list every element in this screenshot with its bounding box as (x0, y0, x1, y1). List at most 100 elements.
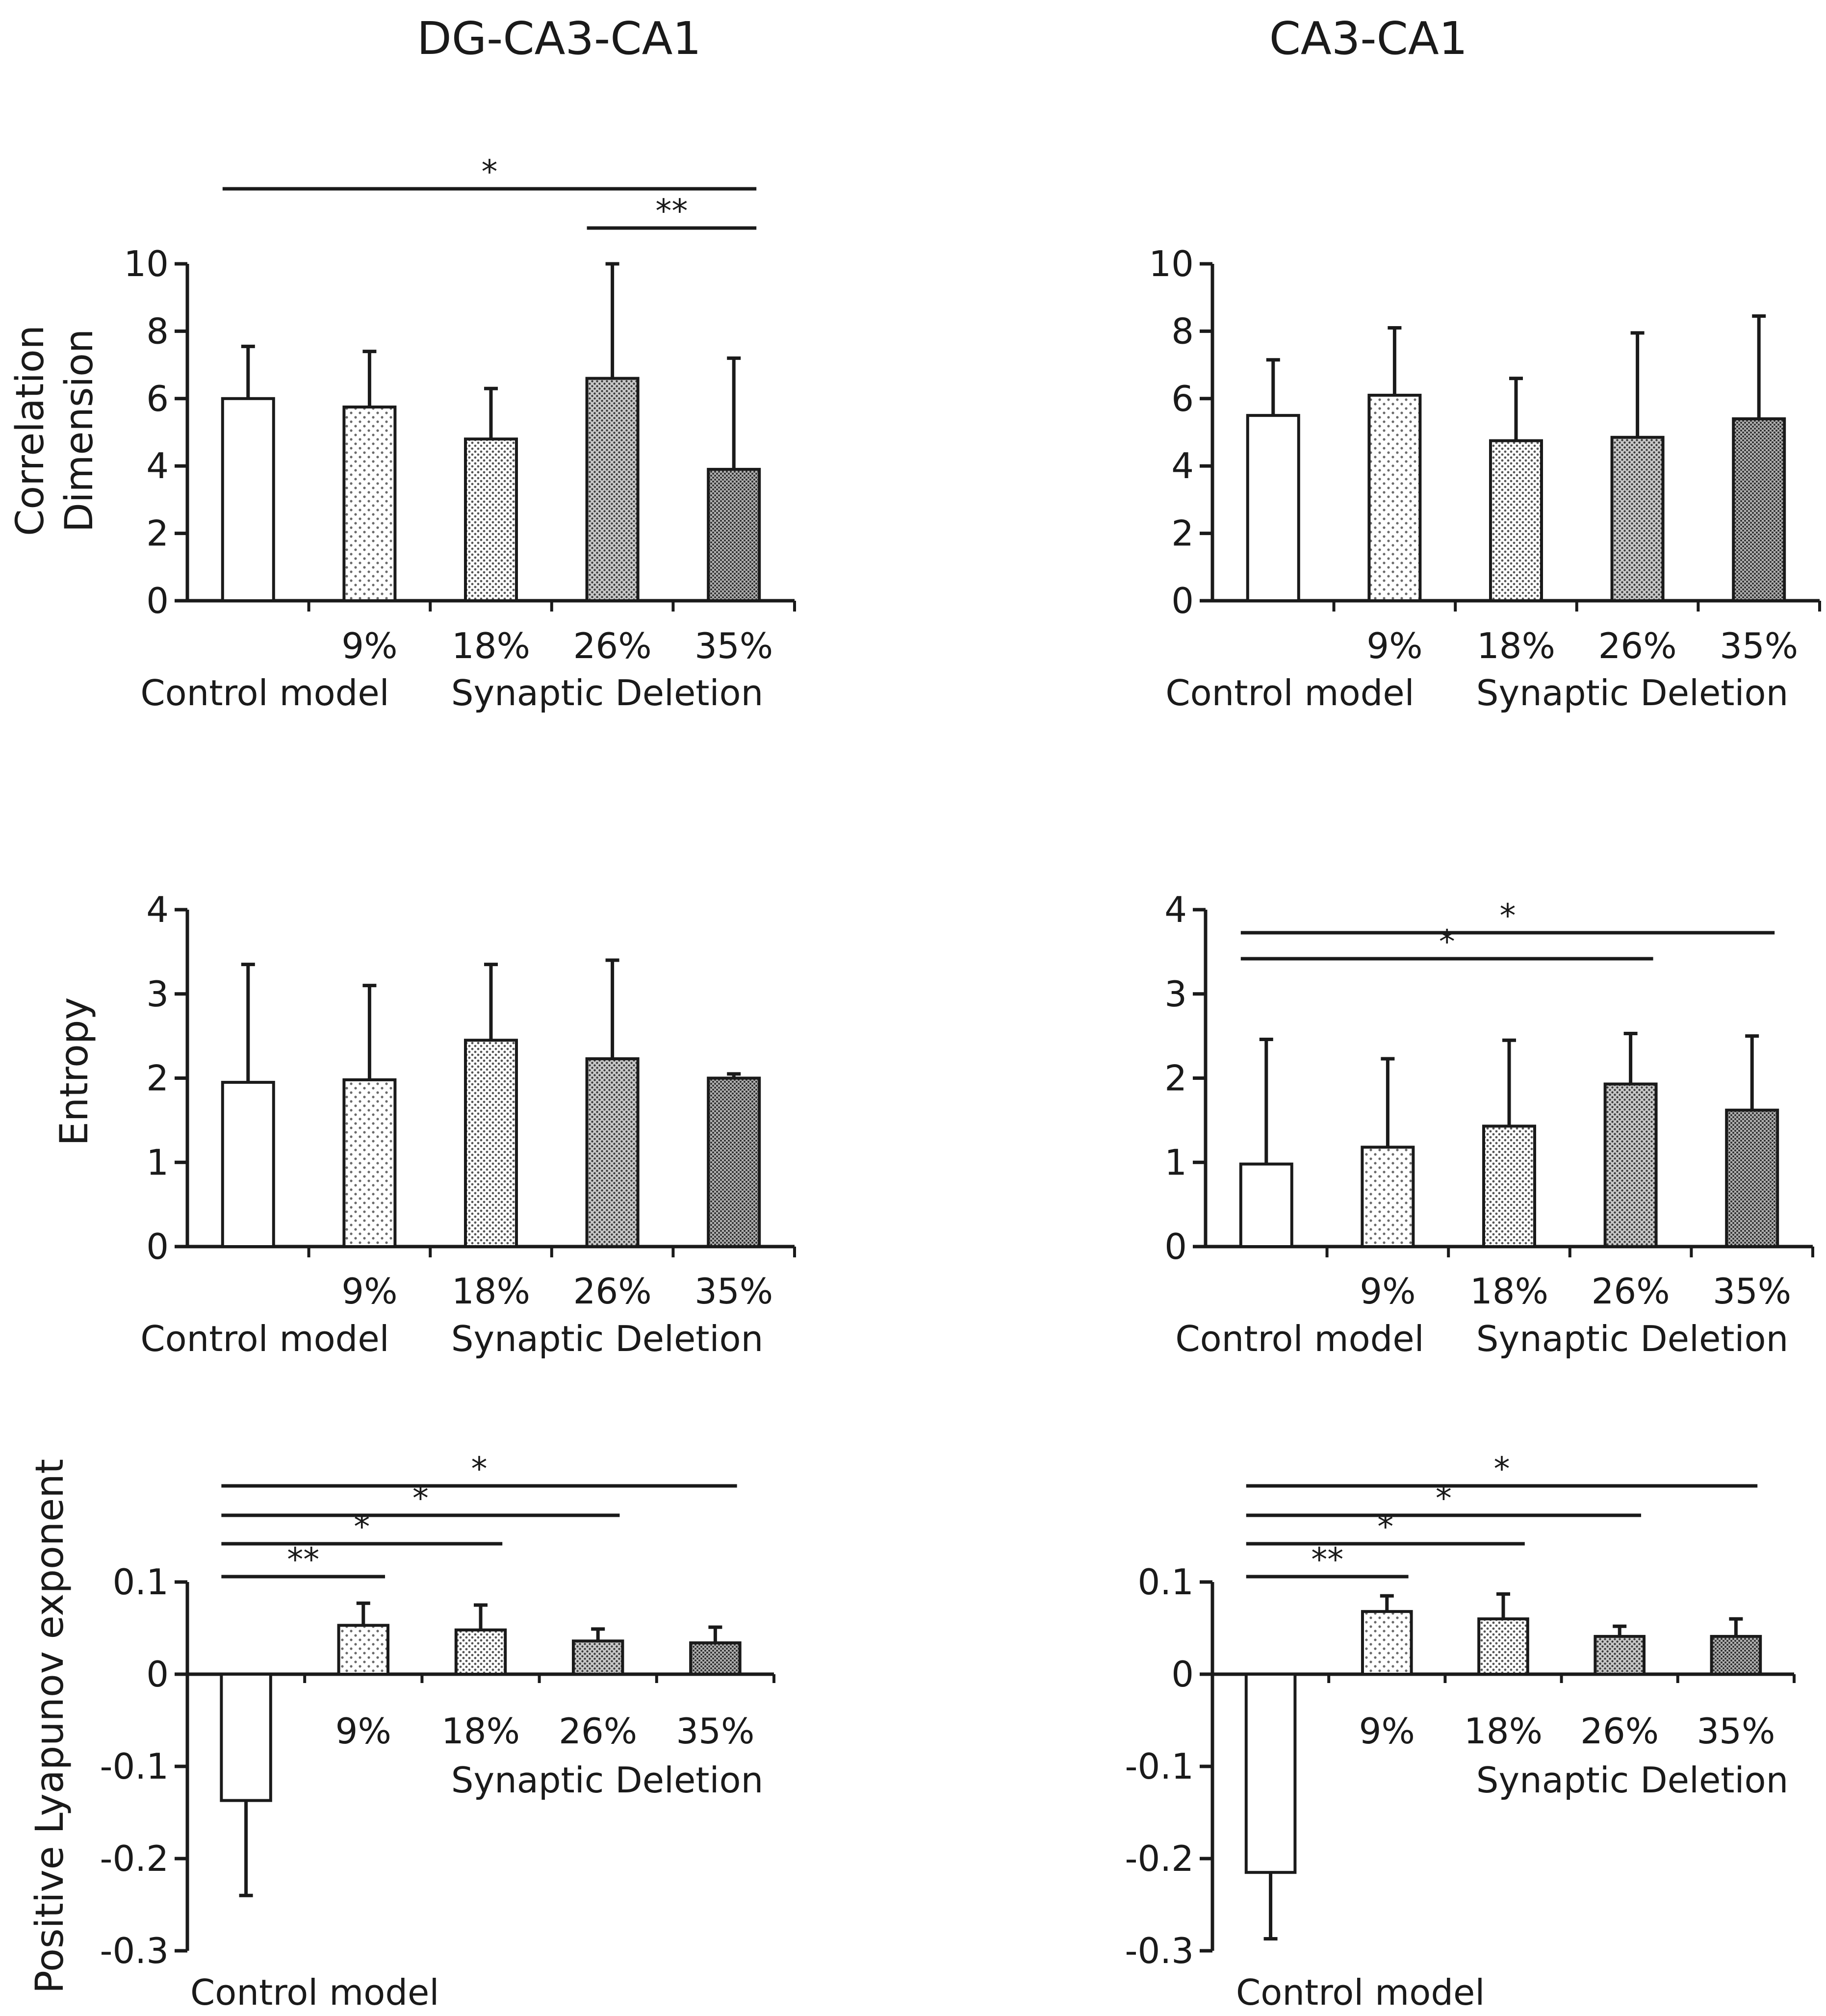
y-tick-label: 2 (1164, 1058, 1187, 1099)
bar (1361, 1146, 1415, 1248)
y-tick-label: 1 (146, 1142, 169, 1183)
y-tick-label: 0 (1164, 1226, 1187, 1267)
y-tick-label: 10 (1149, 243, 1194, 284)
significance-marker: * (1494, 1450, 1510, 1488)
bar (707, 1076, 761, 1248)
y-tick-label: -0.3 (100, 1930, 169, 1971)
category-label: 18% (441, 1710, 520, 1752)
synaptic-deletion-label: Synaptic Deletion (451, 1318, 763, 1359)
y-tick-label: 4 (146, 445, 169, 486)
category-label: 26% (573, 625, 652, 666)
bar (1725, 1108, 1779, 1248)
control-model-label: Control model (1165, 672, 1414, 714)
bar (342, 1078, 397, 1249)
bar (1603, 1082, 1658, 1248)
category-label: 26% (559, 1710, 637, 1752)
category-label: 9% (335, 1710, 391, 1752)
y-tick-label: 3 (1164, 973, 1187, 1015)
bar (1482, 1124, 1536, 1248)
chart-panel-2: 0 2 4 6 8 10 9% 18% 26% 35% Control model Synaptic … (1149, 243, 1821, 714)
category-label: 35% (694, 1271, 773, 1312)
y-tick-label: 2 (146, 1058, 169, 1099)
category-label: 9% (1360, 1271, 1415, 1312)
bar (1489, 439, 1543, 602)
category-label: 26% (1580, 1710, 1659, 1752)
synaptic-deletion-label: Synaptic Deletion (451, 672, 763, 714)
control-model-label: Control model (190, 1972, 439, 2013)
y-tick-label: 8 (146, 310, 169, 352)
category-label: 35% (1713, 1271, 1791, 1312)
bar (221, 397, 275, 602)
y-tick-label: 0.1 (112, 1561, 169, 1603)
control-model-label: Control model (1175, 1318, 1424, 1359)
synaptic-deletion-label: Synaptic Deletion (451, 1760, 763, 1801)
chart-panel-3: 0 1 2 3 4 9% 18% 26% 35% Control model Synaptic De… (140, 889, 796, 1359)
y-tick-label: 2 (1171, 513, 1194, 554)
category-label: 18% (1464, 1710, 1543, 1752)
category-label: 18% (452, 625, 530, 666)
category-label: 35% (1697, 1710, 1775, 1752)
category-label: 35% (676, 1710, 754, 1752)
y-tick-label: -0.2 (100, 1838, 169, 1879)
y-label-correlation-line1: Correlation (8, 325, 52, 536)
y-tick-label: 4 (1171, 445, 1194, 486)
synaptic-deletion-label: Synaptic Deletion (1476, 1318, 1788, 1359)
control-model-label: Control model (140, 672, 389, 714)
significance-marker: * (471, 1450, 488, 1488)
y-tick-label: 0 (146, 1654, 169, 1695)
bar (1361, 1610, 1413, 1676)
significance-marker: ** (655, 192, 688, 230)
y-tick-label: -0.3 (1125, 1930, 1194, 1971)
bar (454, 1628, 507, 1676)
category-label: 9% (341, 1271, 397, 1312)
bar (585, 377, 640, 603)
bar (221, 1081, 275, 1248)
category-label: 9% (1359, 1710, 1415, 1752)
bar (1710, 1634, 1762, 1676)
column-title-left: DG-CA3-CA1 (417, 12, 701, 65)
y-tick-label: 0 (146, 1226, 169, 1267)
y-tick-label: -0.2 (1125, 1838, 1194, 1879)
category-label: 26% (573, 1271, 652, 1312)
y-tick-label: 8 (1171, 310, 1194, 352)
bar (337, 1624, 390, 1676)
bar (1477, 1617, 1529, 1676)
y-tick-label: 3 (146, 973, 169, 1015)
bar (464, 1039, 518, 1248)
bar (689, 1641, 742, 1676)
bar (1239, 1162, 1293, 1249)
control-model-label: Control model (140, 1318, 389, 1359)
bar (571, 1639, 624, 1676)
category-label: 18% (1477, 625, 1555, 666)
bar (707, 468, 761, 602)
y-tick-label: 6 (146, 378, 169, 419)
y-label-lyapunov: Positive Lyapunov exponent (28, 1459, 72, 1993)
control-model-label: Control model (1236, 1972, 1485, 2013)
y-tick-label: 10 (124, 243, 169, 284)
category-label: 9% (341, 625, 397, 666)
category-label: 18% (1470, 1271, 1548, 1312)
y-tick-label: 0 (146, 580, 169, 621)
bar (1732, 417, 1786, 603)
chart-panel-1: 0 2 4 6 8 10 9% 18% 26% 35% Control model Synaptic … (124, 153, 796, 714)
y-tick-label: 1 (1164, 1142, 1187, 1183)
significance-marker: * (1439, 923, 1455, 961)
category-label: 9% (1366, 625, 1422, 666)
significance-marker: ** (1311, 1541, 1343, 1579)
category-label: 35% (1720, 625, 1798, 666)
y-tick-label: 0 (1171, 580, 1194, 621)
bar (1594, 1634, 1646, 1676)
chart-panel-6: -0.3 -0.2 -0.1 0 0.1 9% 18% 26% 35% Control model… (1125, 1450, 1796, 2013)
bar (1367, 393, 1422, 602)
y-tick-label: 4 (146, 889, 169, 930)
y-tick-label: 0.1 (1137, 1561, 1194, 1603)
bar (464, 437, 518, 602)
y-label-correlation-line2: Dimension (57, 329, 102, 533)
chart-panel-4: 0 1 2 3 4 9% 18% 26% 35% Control model Synaptic De… (1164, 889, 1814, 1359)
bar (585, 1057, 640, 1249)
y-tick-label: 6 (1171, 378, 1194, 419)
bar (1244, 1673, 1297, 1874)
category-label: 35% (694, 625, 773, 666)
